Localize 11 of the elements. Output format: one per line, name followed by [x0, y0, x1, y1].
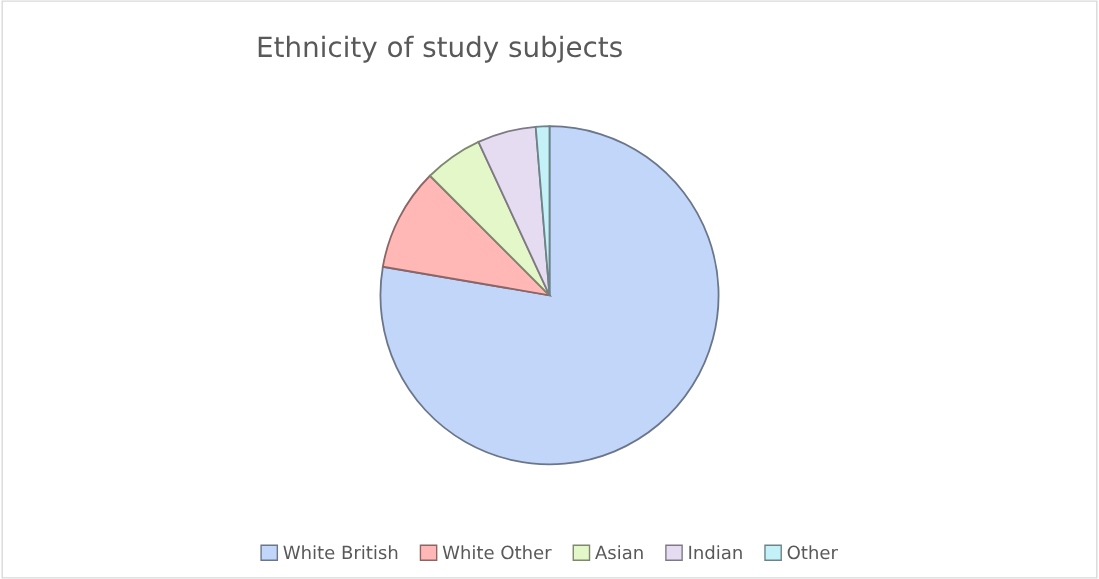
legend-label: Indian	[689, 545, 742, 560]
pie-slice	[381, 174, 551, 297]
pie-slice	[429, 140, 551, 297]
pie-slice	[379, 125, 720, 466]
chart-title: Ethnicity of study subjects	[258, 35, 622, 63]
legend-label: Asian	[595, 545, 643, 560]
pie-slice	[534, 125, 551, 297]
pie-slice	[477, 125, 551, 297]
legend-label: White Other	[442, 545, 552, 560]
legend-label: White British	[283, 545, 398, 560]
legend-label: Other	[787, 545, 838, 560]
